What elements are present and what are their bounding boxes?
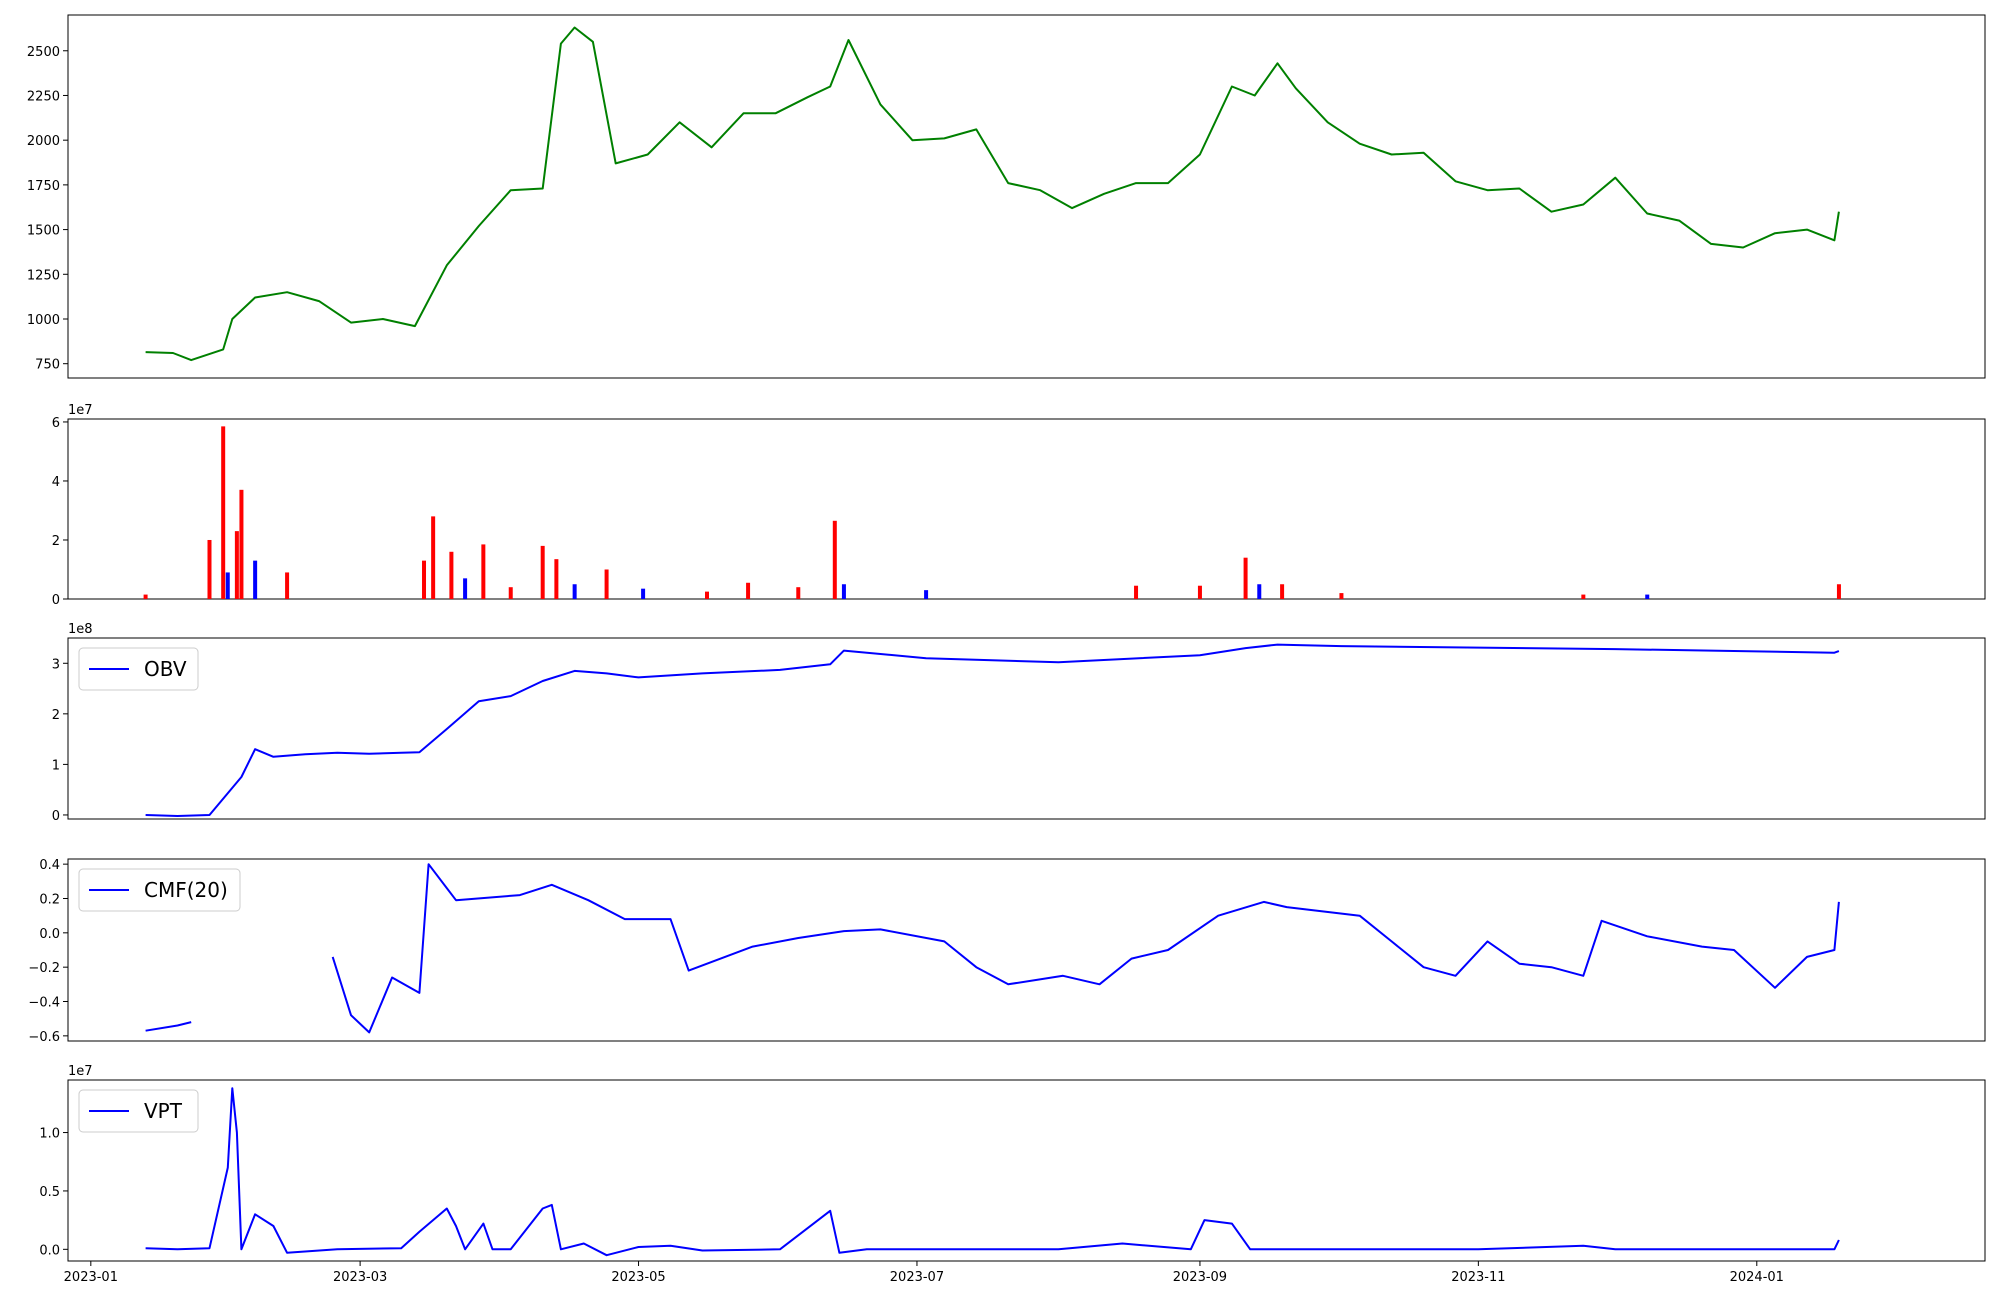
legend-box (78, 647, 199, 691)
volume-bar (746, 582, 751, 599)
y-tick-label: 3 (52, 657, 60, 672)
vpt-panel-series-line (145, 1087, 1840, 1257)
legend-label: OBV (144, 657, 187, 681)
y-tick-label: 0.2 (39, 892, 60, 907)
x-tick-label: 2023-03 (333, 1270, 387, 1285)
price-panel-series-line (145, 26, 1840, 362)
price-panel-frame (67, 14, 1986, 379)
x-tick-label: 2023-05 (611, 1270, 665, 1285)
x-tick-label: 2023-07 (890, 1270, 944, 1285)
x-tick-label: 2024-01 (1730, 1270, 1784, 1285)
cmf-panel: −0.6 −0.4 −0.2 0.0 0.2 0.4 CMF(20) (28, 858, 1986, 1045)
volume-bar (1197, 585, 1202, 599)
y-tick-label: 1500 (27, 224, 60, 239)
volume-bar (554, 559, 559, 599)
y-tick-label: 6 (52, 416, 60, 431)
volume-bar (641, 588, 646, 599)
volume-bar (225, 572, 230, 599)
cmf-panel-legend: CMF(20) (78, 868, 241, 912)
y-tick-label: 0.0 (39, 927, 60, 942)
x-axis: 2023-01 2023-03 2023-05 2023-07 2023-09 2023-… (64, 1261, 1784, 1285)
volume-bar (221, 426, 226, 599)
vpt-panel-legend: VPT (78, 1089, 199, 1133)
volume-bar (1243, 557, 1248, 599)
vpt-panel-scale-label: 1e7 (68, 1064, 93, 1079)
volume-bar (1257, 584, 1262, 599)
x-tick-label: 2023-01 (64, 1270, 118, 1285)
volume-bar (143, 594, 148, 599)
volume-bar (572, 584, 577, 599)
volume-bar (1581, 594, 1586, 599)
volume-bar (832, 520, 837, 599)
cmf-panel-series-line (145, 1021, 192, 1032)
y-tick-label: 1 (52, 758, 60, 773)
volume-panel-scale-label: 1e7 (68, 403, 93, 418)
legend-box (78, 868, 241, 912)
vpt-panel-frame (67, 1079, 1986, 1262)
volume-bar (796, 587, 801, 599)
legend-label: CMF(20) (144, 878, 228, 902)
y-tick-label: 2000 (27, 134, 60, 149)
obv-panel: 0 1 2 3 1e8 OBV (52, 622, 1986, 824)
cmf-panel-series-line (331, 863, 1840, 1034)
y-tick-label: −0.6 (28, 1030, 60, 1045)
volume-bar (1339, 593, 1344, 599)
obv-panel-frame (67, 637, 1986, 820)
y-tick-label: 0.5 (39, 1185, 60, 1200)
y-tick-label: 0 (52, 809, 60, 824)
volume-bar (604, 569, 609, 599)
volume-bar (705, 591, 709, 599)
volume-bar (431, 516, 436, 599)
volume-bar (285, 572, 290, 599)
y-tick-label: 0.4 (39, 858, 60, 873)
obv-panel-series-line (145, 643, 1840, 817)
volume-bar (508, 587, 513, 599)
volume-bar (422, 560, 427, 599)
volume-panel-frame (67, 418, 1986, 600)
y-tick-label: −0.2 (28, 961, 60, 976)
volume-bar (540, 545, 545, 599)
obv-panel-legend: OBV (78, 647, 199, 691)
volume-bar (239, 489, 244, 599)
x-tick-label: 2023-11 (1451, 1270, 1505, 1285)
y-tick-label: 4 (52, 475, 60, 490)
volume-bar (924, 590, 929, 599)
y-tick-label: 2 (52, 708, 60, 723)
volume-bar (841, 584, 846, 599)
obv-panel-scale-label: 1e8 (68, 622, 93, 637)
vpt-panel: 0.0 0.5 1.0 1e7 VPT (39, 1064, 1986, 1262)
price-panel: 750 1000 1250 1500 1750 2000 2250 2500 (27, 14, 1986, 379)
y-tick-label: 2250 (27, 89, 60, 104)
y-tick-label: 0 (52, 593, 60, 608)
legend-label: VPT (144, 1099, 183, 1123)
volume-bar (1645, 594, 1650, 599)
y-tick-label: 1250 (27, 268, 60, 283)
y-tick-label: 2500 (27, 45, 60, 60)
volume-bar (449, 551, 454, 599)
volume-bar (1134, 585, 1139, 599)
volume-bar (1280, 584, 1285, 599)
volume-bar (463, 578, 468, 599)
x-tick-label: 2023-09 (1173, 1270, 1227, 1285)
y-tick-label: 750 (35, 358, 60, 373)
volume-bar (234, 531, 239, 599)
y-tick-label: 2 (52, 534, 60, 549)
volume-bar (481, 544, 486, 599)
volume-bar (207, 539, 212, 599)
volume-bar (1836, 584, 1841, 599)
y-tick-label: 1750 (27, 179, 60, 194)
volume-panel: 0 2 4 6 1e7 (52, 403, 1986, 608)
volume-bar (253, 560, 258, 599)
legend-box (78, 1089, 199, 1133)
y-tick-label: 0.0 (39, 1243, 60, 1258)
cmf-panel-frame (67, 858, 1986, 1042)
y-tick-label: 1.0 (39, 1127, 60, 1142)
y-tick-label: 1000 (27, 313, 60, 328)
y-tick-label: −0.4 (28, 996, 60, 1011)
